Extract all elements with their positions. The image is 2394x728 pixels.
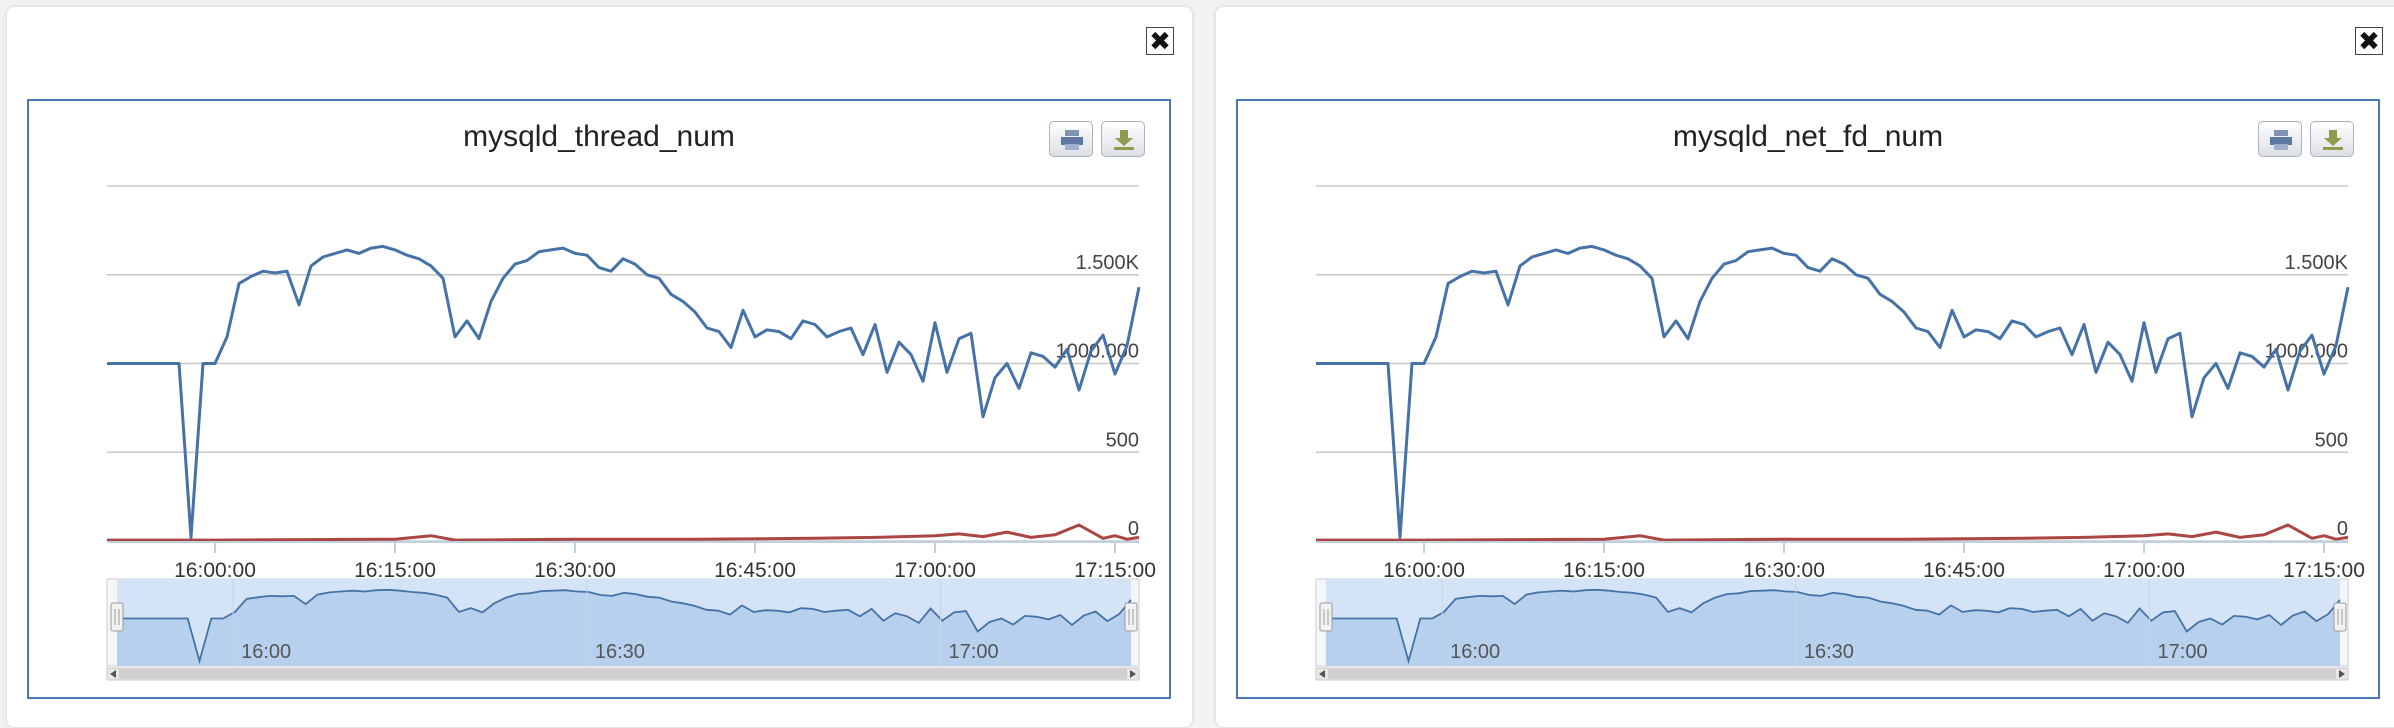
download-icon xyxy=(1114,130,1134,150)
print-icon xyxy=(1061,130,1083,150)
series-line-1 xyxy=(1316,523,2349,542)
navigator-area xyxy=(1326,589,2340,666)
handle-grip xyxy=(110,602,124,632)
series-line-0 xyxy=(1316,244,2350,539)
navigator-tick-label: 16:00 xyxy=(1450,641,1500,663)
print-button[interactable] xyxy=(1049,121,1093,157)
x-tick-label: 17:15:00 xyxy=(1074,559,1156,582)
y-tick-label: 1.500K xyxy=(1076,252,1140,274)
x-tick-label: 16:00:00 xyxy=(174,559,256,582)
x-tick-label: 16:00:00 xyxy=(1383,559,1465,582)
navigator-tick-label: 16:00 xyxy=(241,641,291,663)
series-line-1 xyxy=(107,523,1140,542)
y-tick-label: 0 xyxy=(2337,518,2348,540)
navigator-tick-label: 17:00 xyxy=(2158,641,2208,663)
handle-grip xyxy=(1124,602,1138,632)
x-tick-label: 17:15:00 xyxy=(2283,559,2365,582)
chart-frame: mysqld_net_fd_num 0 500 1000.000 1.500K 16:… xyxy=(1236,99,2380,699)
x-tick-label: 16:45:00 xyxy=(1923,559,2005,582)
navigator-handle-left[interactable] xyxy=(1319,602,1333,632)
series-line-0 xyxy=(107,244,1141,539)
x-tick-label: 16:30:00 xyxy=(534,559,616,582)
chart-svg: mysqld_thread_num 0 500 1000.000 1.500K 16:… xyxy=(106,120,1156,681)
scrollbar-thumb xyxy=(1328,669,2336,679)
scroll-right-icon xyxy=(2339,670,2345,678)
navigator-scrollbar[interactable] xyxy=(106,667,1140,681)
close-icon[interactable]: ✖ xyxy=(1146,27,1174,55)
chart-title: mysqld_net_fd_num xyxy=(1673,120,1943,153)
download-icon xyxy=(2323,130,2343,150)
y-tick-label: 500 xyxy=(2315,429,2348,451)
handle-grip xyxy=(2333,602,2347,632)
y-tick-label: 0 xyxy=(1128,518,1139,540)
y-tick-label: 500 xyxy=(1106,429,1139,451)
close-icon[interactable]: ✖ xyxy=(2355,27,2383,55)
navigator-handle-right[interactable] xyxy=(1124,602,1138,632)
navigator-line xyxy=(1326,588,2341,665)
navigator-handle-left[interactable] xyxy=(110,602,124,632)
x-tick-label: 16:45:00 xyxy=(714,559,796,582)
navigator-tick-label: 17:00 xyxy=(949,641,999,663)
chart-panel-thread-num: ✖ mysqld_thread_num 0 500 1000.000 1.500K 1… xyxy=(6,6,1193,728)
x-tick-label: 16:15:00 xyxy=(1563,559,1645,582)
chart-panel-net-fd-num: ✖ mysqld_net_fd_num 0 500 1000.000 1.500K 1… xyxy=(1215,6,2394,728)
chart-frame: mysqld_thread_num 0 500 1000.000 1.500K 16:… xyxy=(27,99,1171,699)
navigator-scrollbar[interactable] xyxy=(1315,667,2349,681)
navigator-line xyxy=(117,588,1132,665)
download-button[interactable] xyxy=(2310,121,2354,157)
print-icon xyxy=(2270,130,2292,150)
y-tick-label: 1000.000 xyxy=(1056,341,1139,363)
y-tick-label: 1.500K xyxy=(2285,252,2349,274)
scroll-left-icon xyxy=(110,670,116,678)
x-tick-label: 17:00:00 xyxy=(894,559,976,582)
download-button[interactable] xyxy=(1101,121,1145,157)
navigator-tick-label: 16:30 xyxy=(595,641,645,663)
handle-grip xyxy=(1319,602,1333,632)
navigator-tick-label: 16:30 xyxy=(1804,641,1854,663)
x-tick-label: 16:30:00 xyxy=(1743,559,1825,582)
chart-svg: mysqld_net_fd_num 0 500 1000.000 1.500K 16:… xyxy=(1315,120,2365,681)
x-tick-label: 17:00:00 xyxy=(2103,559,2185,582)
scrollbar-thumb xyxy=(119,669,1127,679)
navigator-area xyxy=(117,589,1131,666)
y-tick-label: 1000.000 xyxy=(2265,341,2348,363)
scroll-left-icon xyxy=(1319,670,1325,678)
chart-title: mysqld_thread_num xyxy=(463,120,735,153)
print-button[interactable] xyxy=(2258,121,2302,157)
x-tick-label: 16:15:00 xyxy=(354,559,436,582)
navigator-handle-right[interactable] xyxy=(2333,602,2347,632)
scroll-right-icon xyxy=(1130,670,1136,678)
